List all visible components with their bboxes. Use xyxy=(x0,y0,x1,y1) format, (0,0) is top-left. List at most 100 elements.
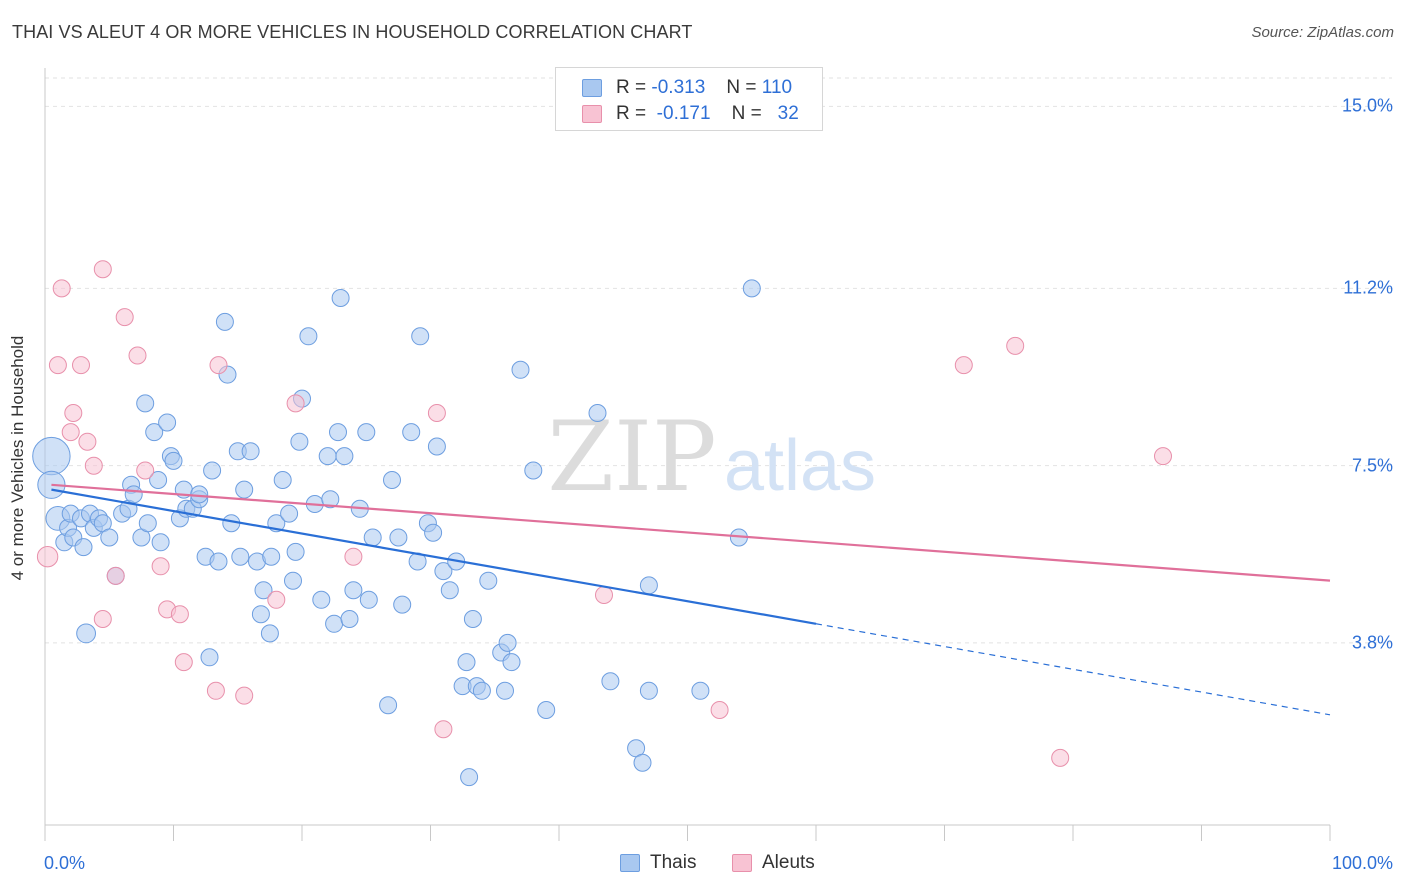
thais-point xyxy=(145,423,164,442)
thais-point xyxy=(251,605,270,624)
thais-point xyxy=(325,614,344,633)
thais-point xyxy=(262,547,281,566)
thais-point xyxy=(588,404,607,422)
chart-title: THAI VS ALEUT 4 OR MORE VEHICLES IN HOUS… xyxy=(12,22,693,42)
aleuts-point xyxy=(427,404,446,422)
thais-point xyxy=(402,423,421,442)
legend-swatch-aleuts xyxy=(582,105,602,123)
thais-point xyxy=(460,768,479,787)
trend-line-aleuts xyxy=(51,483,1331,582)
y-tick-label: 15.0% xyxy=(1341,95,1393,116)
aleuts-point xyxy=(48,356,67,375)
y-tick-label: 3.8% xyxy=(1351,632,1393,653)
thais-point xyxy=(318,447,337,466)
thais-point xyxy=(149,471,168,489)
bottom-legend-aleuts[interactable]: Aleuts xyxy=(732,852,815,874)
thais-point xyxy=(639,576,658,595)
thais-point xyxy=(393,595,412,614)
legend-r-label: R = xyxy=(616,103,647,124)
y-tick-label: 7.5% xyxy=(1351,455,1393,476)
thais-point xyxy=(136,394,155,413)
thais-point xyxy=(331,289,350,307)
aleuts-point xyxy=(36,546,59,568)
thais-point xyxy=(479,571,498,590)
bottom-legend-swatch-aleuts xyxy=(732,854,752,872)
aleuts-point xyxy=(209,356,228,375)
trend-line-thais-extrapolated xyxy=(815,623,1331,716)
legend-r-label: R = xyxy=(616,77,647,98)
aleuts-point xyxy=(595,586,613,604)
bottom-legend-label-thais: Thais xyxy=(650,852,697,873)
series-aleuts-points xyxy=(36,260,1172,767)
thais-point xyxy=(363,528,382,547)
thais-point xyxy=(321,490,340,509)
thais-point xyxy=(164,451,183,470)
thais-point xyxy=(537,701,556,719)
aleuts-point xyxy=(434,720,453,739)
thais-point xyxy=(389,528,408,547)
x-tick-label-max: 100.0% xyxy=(1331,853,1393,873)
thais-point xyxy=(463,610,482,628)
thais-point xyxy=(427,437,446,456)
thais-point xyxy=(639,681,658,700)
thais-point xyxy=(200,648,219,667)
aleuts-point xyxy=(1051,748,1070,767)
legend-n-label: N = xyxy=(731,103,762,124)
thais-point xyxy=(76,623,96,644)
thais-point xyxy=(357,423,376,442)
bottom-legend-thais[interactable]: Thais xyxy=(620,852,696,874)
aleuts-point xyxy=(170,605,189,624)
thais-point xyxy=(32,436,71,476)
thais-point xyxy=(74,538,93,557)
thais-point xyxy=(299,327,318,346)
thais-point xyxy=(498,633,517,652)
aleuts-point xyxy=(710,701,729,719)
watermark-zip: ZIP xyxy=(547,401,716,513)
thais-point xyxy=(411,327,430,346)
thais-point xyxy=(273,471,292,489)
thais-point xyxy=(215,312,234,331)
watermark: ZIP atlas xyxy=(547,401,876,513)
legend: R = -0.313 N = 110 R = -0.171 N = 32 xyxy=(555,67,823,131)
thais-point xyxy=(235,480,254,499)
thais-point xyxy=(383,471,401,489)
aleuts-point xyxy=(128,346,147,365)
aleuts-point xyxy=(64,404,83,422)
thais-point xyxy=(457,653,476,672)
thais-point xyxy=(284,571,302,590)
thais-point xyxy=(496,681,514,700)
aleuts-point xyxy=(106,566,125,585)
aleuts-point xyxy=(206,681,225,700)
legend-row-thais: R = -0.313 N = 110 xyxy=(582,76,792,100)
thais-point xyxy=(158,413,177,432)
aleuts-point xyxy=(61,423,80,442)
legend-row-aleuts: R = -0.171 N = 32 xyxy=(582,102,799,126)
legend-r-value: -0.313 xyxy=(651,77,706,98)
aleuts-point xyxy=(136,461,155,480)
legend-n-value: 110 xyxy=(761,77,793,98)
x-tick-label-min: 0.0% xyxy=(44,853,86,873)
thais-point xyxy=(524,461,543,480)
thais-point xyxy=(424,523,443,542)
watermark-atlas: atlas xyxy=(724,426,876,506)
aleuts-point xyxy=(93,610,112,628)
aleuts-point xyxy=(93,260,112,279)
thais-point xyxy=(329,423,347,442)
thais-point xyxy=(440,581,459,600)
bottom-legend-swatch-thais xyxy=(620,854,640,872)
legend-n-label: N = xyxy=(726,77,757,98)
trend-lines xyxy=(51,483,1331,716)
thais-point xyxy=(344,581,363,600)
legend-n-value: 32 xyxy=(777,103,799,124)
thais-point xyxy=(280,504,299,523)
bottom-legend-label-aleuts: Aleuts xyxy=(762,852,815,873)
thais-point xyxy=(472,681,491,700)
thais-point xyxy=(231,547,250,566)
aleuts-point xyxy=(954,356,973,375)
aleuts-point xyxy=(72,356,90,375)
thais-point xyxy=(241,442,260,461)
thais-point xyxy=(434,562,453,581)
thais-point xyxy=(260,624,279,643)
legend-swatch-thais xyxy=(582,79,602,97)
